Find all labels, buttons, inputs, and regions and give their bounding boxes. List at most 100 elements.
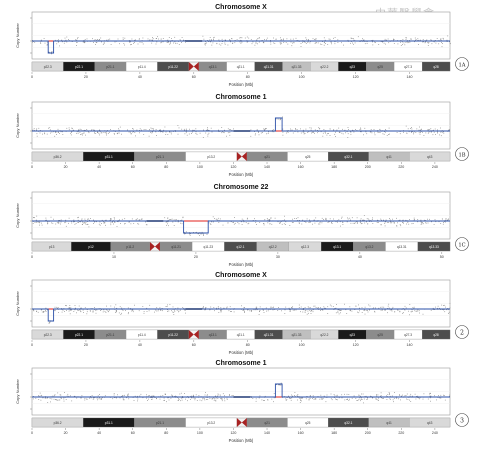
- data-point: [309, 221, 311, 222]
- data-point: [276, 384, 277, 385]
- data-point: [377, 399, 379, 401]
- data-point: [257, 43, 258, 45]
- data-point: [164, 399, 165, 401]
- data-point: [113, 133, 115, 134]
- data-point: [168, 37, 170, 38]
- data-point: [325, 132, 326, 134]
- data-point: [231, 395, 233, 396]
- data-point: [261, 40, 263, 41]
- x-tick-label: 80: [164, 431, 168, 435]
- data-point: [211, 131, 213, 133]
- data-point: [361, 399, 363, 400]
- data-point: [344, 399, 346, 401]
- data-point: [327, 133, 329, 134]
- data-point: [36, 128, 38, 130]
- centromere-marker: [236, 418, 242, 427]
- data-point: [303, 41, 305, 43]
- data-point: [77, 38, 78, 40]
- data-point: [50, 216, 52, 218]
- y-axis-label: Copy Number: [15, 203, 20, 228]
- data-point: [58, 39, 59, 41]
- data-point: [280, 37, 281, 39]
- data-point: [329, 135, 331, 136]
- x-tick-label: 100: [299, 75, 305, 79]
- data-point: [74, 307, 76, 309]
- data-point: [105, 312, 107, 313]
- data-point: [143, 312, 145, 314]
- data-point: [84, 398, 86, 399]
- data-point: [282, 128, 284, 130]
- data-point: [152, 38, 154, 40]
- data-point: [291, 394, 292, 396]
- data-point: [139, 38, 140, 40]
- data-point: [221, 310, 222, 312]
- data-point: [350, 37, 352, 39]
- data-point: [86, 311, 88, 313]
- data-point: [40, 43, 42, 44]
- data-point: [308, 312, 309, 314]
- data-point: [344, 303, 345, 305]
- chart-title: Chromosome 1: [216, 360, 267, 367]
- data-point: [77, 309, 78, 311]
- data-point: [174, 309, 175, 311]
- data-point: [335, 221, 337, 223]
- data-point: [45, 310, 46, 311]
- data-point: [83, 132, 85, 134]
- data-point: [41, 222, 42, 224]
- data-point: [138, 223, 140, 225]
- data-point: [383, 397, 384, 399]
- band-label: p11.22: [168, 333, 178, 337]
- data-point: [414, 310, 416, 312]
- data-point: [416, 310, 418, 312]
- data-point: [356, 217, 358, 219]
- data-point: [413, 306, 415, 308]
- data-point: [78, 305, 80, 307]
- data-point: [273, 37, 274, 39]
- data-point: [354, 222, 356, 224]
- data-point: [325, 43, 326, 44]
- data-point: [387, 312, 388, 314]
- data-point: [181, 128, 183, 130]
- data-point: [173, 219, 175, 221]
- data-point: [103, 43, 105, 44]
- data-point: [360, 127, 361, 129]
- data-point: [399, 310, 401, 312]
- data-point: [391, 395, 393, 397]
- data-point: [263, 128, 265, 130]
- x-tick-label: 240: [432, 431, 438, 435]
- data-point: [398, 398, 399, 400]
- data-point: [430, 309, 432, 311]
- data-point: [57, 128, 59, 130]
- data-point: [173, 396, 175, 397]
- data-point: [71, 128, 73, 129]
- data-point: [382, 133, 384, 135]
- band-label: p11.22: [168, 65, 178, 69]
- data-point: [355, 129, 356, 130]
- data-point: [47, 221, 48, 223]
- data-point: [221, 127, 223, 128]
- data-point: [405, 307, 407, 309]
- data-point: [298, 304, 300, 306]
- data-point: [413, 132, 415, 134]
- data-point: [380, 392, 382, 394]
- data-point: [56, 399, 58, 401]
- data-point: [160, 309, 162, 311]
- data-point: [271, 131, 273, 133]
- data-point: [37, 311, 39, 313]
- band-label: q11.21: [171, 245, 181, 249]
- data-point: [265, 128, 266, 130]
- data-point: [336, 399, 337, 400]
- data-point: [206, 399, 207, 400]
- data-point: [279, 119, 281, 121]
- data-point: [258, 37, 260, 38]
- data-point: [307, 39, 309, 40]
- data-point: [155, 38, 157, 39]
- data-point: [361, 307, 363, 309]
- data-point: [239, 39, 241, 41]
- data-point: [70, 395, 71, 397]
- data-point: [445, 219, 447, 221]
- data-point: [259, 222, 261, 223]
- data-point: [82, 134, 83, 136]
- data-point: [132, 128, 134, 130]
- data-point: [161, 131, 162, 132]
